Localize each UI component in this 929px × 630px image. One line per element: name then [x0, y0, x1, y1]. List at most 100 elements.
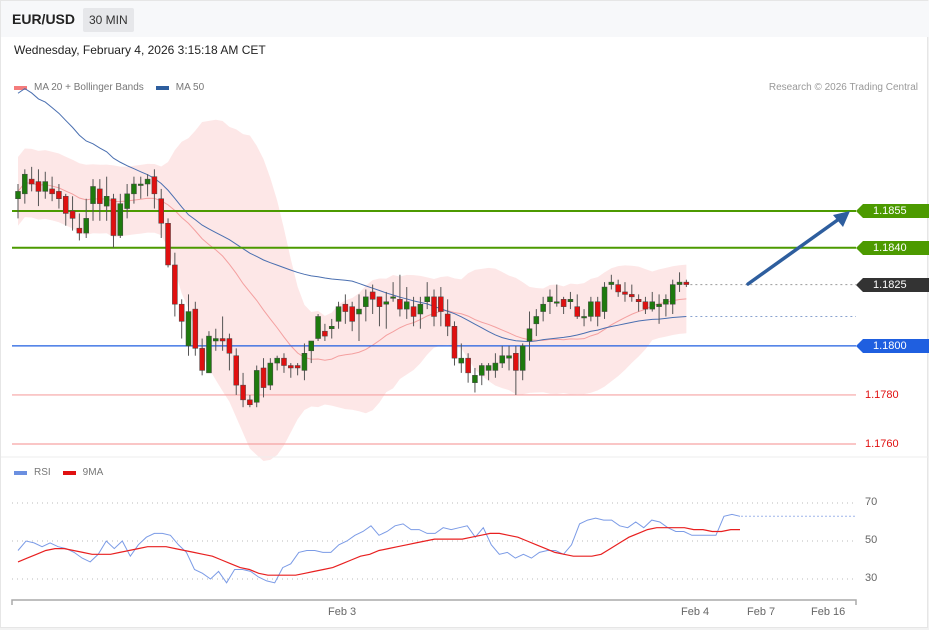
level-tag-resistance-2: 1.1855 — [856, 204, 929, 218]
legend-ma20-bollinger: MA 20 + Bollinger Bands — [14, 82, 144, 93]
candle-body — [513, 353, 519, 371]
candle-body — [124, 193, 130, 209]
symbol-title: EUR/USD — [12, 11, 76, 27]
candle-body — [213, 338, 219, 342]
candle-body — [683, 281, 690, 285]
candle-body — [28, 178, 35, 185]
candle-body — [233, 355, 239, 386]
candle-body — [417, 303, 424, 315]
legend-rsi: RSI — [14, 467, 51, 478]
chart-header: EUR/USD 30 MIN — [1, 1, 929, 37]
candle-body — [397, 299, 403, 310]
price-legend: MA 20 + Bollinger Bands MA 50 — [14, 82, 216, 93]
candle-body — [192, 308, 199, 349]
candle-body — [315, 316, 321, 339]
bollinger-band — [18, 119, 687, 462]
level-label-support-2: 1.1760 — [865, 438, 899, 450]
candle-body — [144, 178, 151, 185]
candle-body — [656, 303, 662, 307]
candle-body — [594, 301, 601, 317]
level-label-support-1: 1.1780 — [865, 389, 899, 401]
candle-body — [76, 227, 83, 234]
candle-body — [383, 301, 390, 305]
candle-body — [158, 198, 164, 224]
candle-body — [103, 196, 110, 207]
candle-body — [431, 296, 437, 317]
candle-body — [335, 306, 342, 322]
candle-body — [581, 316, 587, 319]
arrow-head-icon — [833, 211, 850, 227]
candle-body — [519, 345, 526, 371]
candle-body — [274, 357, 280, 364]
ma20-swatch-icon — [14, 85, 27, 90]
candle-body — [444, 313, 451, 327]
candle-body — [199, 348, 205, 371]
candle-body — [219, 338, 226, 342]
candle-body — [110, 198, 117, 236]
rsi-swatch-icon — [14, 470, 27, 475]
timeframe-button[interactable]: 30 MIN — [83, 8, 134, 32]
candle-body — [676, 281, 683, 285]
ma50-line — [17, 88, 687, 343]
credit-text: Research © 2026 Trading Central — [768, 82, 918, 93]
candle-body — [240, 384, 246, 401]
candle-body — [479, 365, 485, 376]
candle-body — [622, 291, 628, 295]
level-tag-pivot: 1.1800 — [856, 339, 929, 353]
candle-body — [472, 375, 478, 383]
candle-body — [363, 296, 369, 307]
candle-body — [601, 286, 608, 312]
candle-body — [451, 326, 458, 359]
candle-body — [22, 173, 28, 195]
x-axis-feb4: Feb 4 — [681, 606, 710, 618]
candle-body — [97, 188, 103, 204]
candle-body — [294, 365, 301, 369]
candle-body — [253, 370, 260, 403]
candle-body — [499, 355, 505, 364]
candle-body — [349, 306, 355, 322]
candle-body — [629, 294, 635, 298]
candle-body — [247, 399, 253, 406]
candle-body — [131, 183, 137, 195]
candle-body — [165, 223, 171, 266]
candle-body — [56, 191, 62, 199]
candle-body — [117, 203, 124, 236]
legend-ma50: MA 50 — [155, 82, 204, 93]
level-tag-resistance-1: 1.1840 — [856, 241, 929, 255]
candle-body — [288, 365, 294, 369]
candle-body — [526, 328, 533, 342]
candle-body — [642, 301, 649, 310]
candle-body — [328, 326, 335, 329]
candle-body — [669, 284, 676, 305]
candle-body — [178, 303, 185, 322]
candle-body — [492, 362, 499, 371]
projection-arrow — [746, 217, 841, 286]
candle-body — [635, 299, 642, 302]
candle-body — [376, 296, 383, 307]
candle-body — [663, 299, 669, 305]
candle-body — [574, 306, 580, 317]
timestamp: Wednesday, February 4, 2026 3:15:18 AM C… — [14, 43, 266, 57]
candle-body — [356, 308, 362, 315]
x-axis-feb7: Feb 7 — [747, 606, 776, 618]
candle-body — [533, 316, 540, 325]
rsi-9ma-line — [17, 527, 740, 576]
current-price-tag: 1.1825 — [856, 278, 929, 292]
candle-body — [342, 303, 349, 312]
candle-body — [458, 357, 465, 364]
candle-body — [567, 299, 574, 302]
candle-body — [424, 296, 430, 302]
candle-body — [15, 191, 21, 199]
candle-body — [301, 353, 308, 371]
candle-body — [485, 365, 492, 371]
candle-body — [322, 330, 328, 337]
x-axis-feb16: Feb 16 — [811, 606, 846, 618]
candle-body — [206, 335, 212, 374]
candle-body — [615, 284, 621, 293]
candle-body — [547, 296, 553, 302]
candle-body — [410, 306, 417, 317]
candle-body — [83, 218, 89, 234]
x-axis-feb3: Feb 3 — [328, 606, 357, 618]
